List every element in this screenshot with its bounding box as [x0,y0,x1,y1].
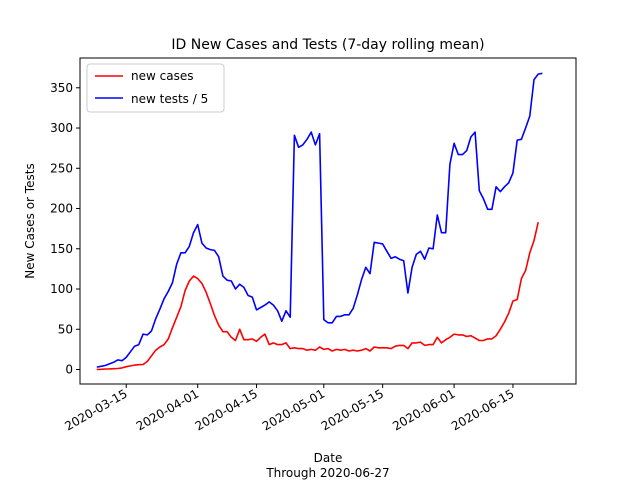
y-tick-label: 0 [65,363,73,377]
chart-title: ID New Cases and Tests (7-day rolling me… [171,37,484,53]
legend-label-new-tests: new tests / 5 [131,92,208,106]
y-tick-label: 350 [50,81,73,95]
x-axis-sublabel: Through 2020-06-27 [265,466,389,480]
legend: new cases new tests / 5 [86,63,225,113]
series-line-new-tests [96,72,543,368]
series-layer [96,72,543,371]
y-axis-ticks: 0 50 100 150 200 250 300 350 [50,81,80,377]
y-tick-label: 250 [50,161,73,175]
y-tick-label: 150 [50,242,73,256]
y-axis-label: New Cases or Tests [23,163,37,278]
series-line-new-cases [96,222,539,371]
x-axis-label: Date [314,451,343,465]
plot-frame [79,57,577,385]
y-tick-label: 50 [58,322,73,336]
y-tick-label: 100 [50,282,73,296]
legend-label-new-cases: new cases [131,69,193,83]
y-tick-label: 300 [50,121,73,135]
y-tick-label: 200 [50,202,73,216]
